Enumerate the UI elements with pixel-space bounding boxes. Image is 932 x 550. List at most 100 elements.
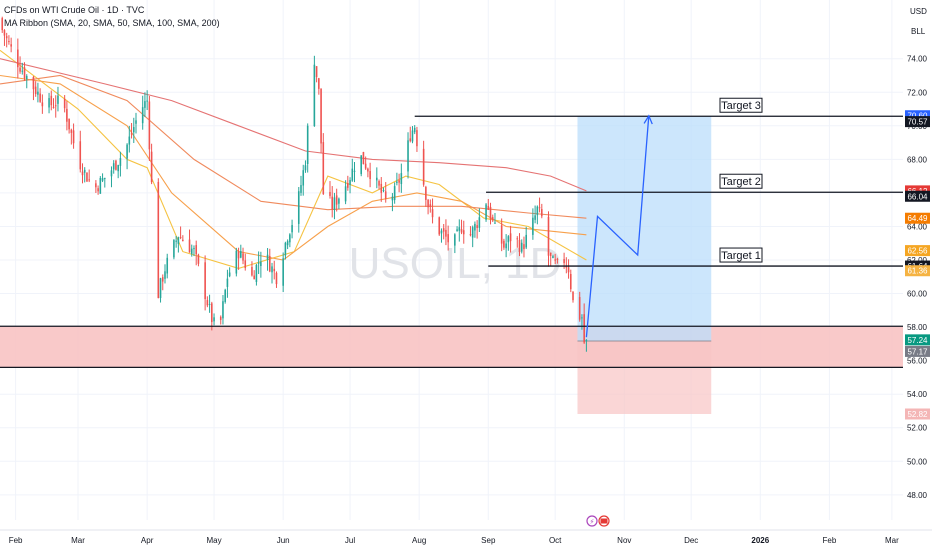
horizontal-lines[interactable]: Target 3 Target 2 Target 1 xyxy=(0,97,903,369)
price-label-bg xyxy=(905,245,930,257)
candle-body xyxy=(476,225,478,228)
candle-body xyxy=(318,78,320,89)
ma-line xyxy=(0,49,587,269)
candle-body xyxy=(289,234,291,243)
candle-body xyxy=(211,303,213,323)
ma-line xyxy=(0,74,587,219)
candle-body xyxy=(367,168,369,172)
candle-body xyxy=(442,228,445,232)
candle-body xyxy=(115,160,117,170)
candle-body xyxy=(271,266,273,273)
price-label-bg xyxy=(905,110,930,122)
candle-body xyxy=(322,142,325,194)
candle-body xyxy=(458,227,461,231)
candle-body xyxy=(166,257,169,274)
candle-body xyxy=(50,95,53,106)
candle-body xyxy=(536,206,539,216)
price-label: 52.82 xyxy=(907,410,928,419)
unit-label[interactable]: BLL xyxy=(911,27,926,36)
candle-body xyxy=(538,207,541,209)
candle-body xyxy=(411,130,414,142)
price-label: 62.56 xyxy=(907,247,928,256)
candle-body xyxy=(306,125,309,164)
candle-body xyxy=(331,196,334,210)
candle-body xyxy=(520,242,523,252)
candle-body xyxy=(485,204,487,220)
lightning-glyph: ⚡ xyxy=(590,518,595,526)
currency-label[interactable]: USD xyxy=(910,7,927,16)
candle-body xyxy=(329,191,331,196)
price-label-bg xyxy=(905,190,930,202)
candle-body xyxy=(23,67,26,79)
candle-body xyxy=(173,240,175,258)
price-label: 61.36 xyxy=(907,267,928,276)
y-tick-label: 48.00 xyxy=(907,491,928,500)
candle-body xyxy=(206,300,209,306)
candle-body xyxy=(83,169,86,173)
candle-body xyxy=(255,264,258,282)
y-tick-label: 72.00 xyxy=(907,88,928,97)
price-label-bg xyxy=(905,265,930,277)
ma-line xyxy=(0,58,587,192)
x-tick-label: Mar xyxy=(71,536,85,545)
y-tick-label: 56.00 xyxy=(907,357,928,366)
candle-body xyxy=(282,258,284,286)
x-tick-label: 2026 xyxy=(751,536,769,545)
candles xyxy=(1,16,588,352)
y-tick-label: 58.00 xyxy=(907,323,928,332)
price-axis[interactable]: 48.00 50.00 52.00 54.00 56.00 58.00 60.00 62.00… xyxy=(903,0,932,550)
event-icons[interactable]: ⚡ xyxy=(586,515,610,527)
candle-body xyxy=(68,118,70,130)
candle-body xyxy=(509,233,512,242)
candle-body xyxy=(39,93,41,102)
lightning-icon[interactable] xyxy=(586,515,598,527)
x-tick-label: Jul xyxy=(345,536,355,545)
candle-body xyxy=(275,272,278,285)
price-label: 70.57 xyxy=(907,118,928,127)
candle-body xyxy=(54,105,57,107)
x-tick-label: Jun xyxy=(277,536,290,545)
candle-body xyxy=(413,127,416,133)
support-zone xyxy=(0,326,903,368)
candle-body xyxy=(95,183,97,188)
flag-stripes xyxy=(600,518,608,524)
candle-body xyxy=(157,181,160,299)
candle-body xyxy=(438,217,441,235)
x-tick-label: Oct xyxy=(549,536,562,545)
target-label: Target 1 xyxy=(721,250,761,262)
candle-body xyxy=(353,170,356,172)
candle-body xyxy=(425,186,427,200)
projection-path[interactable] xyxy=(585,114,653,338)
candle-body xyxy=(101,178,104,181)
candle-body xyxy=(532,217,534,235)
candle-body xyxy=(503,240,505,248)
candle-body xyxy=(135,120,137,124)
target-label: Target 2 xyxy=(721,176,761,188)
candle-body xyxy=(17,49,19,68)
candle-body xyxy=(445,229,447,237)
candle-body xyxy=(141,107,144,124)
candle-body xyxy=(88,179,90,181)
candle-body xyxy=(208,303,211,305)
x-tick-label: Nov xyxy=(617,536,631,545)
candle-body xyxy=(237,251,240,259)
candle-body xyxy=(505,243,507,249)
candle-body xyxy=(235,250,238,274)
price-label-bg xyxy=(905,345,930,357)
candle-body xyxy=(525,234,527,248)
symbol-title[interactable]: CFDs on WTI Crude Oil · 1D · TVC xyxy=(4,5,145,15)
time-axis[interactable]: Feb Mar Apr May Jun Jul Aug Sep Oct Nov Dec 2026 Feb… xyxy=(0,529,932,545)
x-tick-label: Dec xyxy=(684,536,698,545)
candle-body xyxy=(204,262,206,300)
long-profit-zone xyxy=(577,116,712,342)
candle-body xyxy=(268,256,271,272)
candle-body xyxy=(1,18,4,31)
candle-body xyxy=(585,339,588,342)
target-label-box xyxy=(719,97,763,113)
indicator-title[interactable]: MA Ribbon (SMA, 20, SMA, 50, SMA, 100, S… xyxy=(4,18,220,28)
candle-body xyxy=(567,267,570,273)
candle-body xyxy=(253,275,255,280)
y-tick-label: 60.00 xyxy=(907,290,928,299)
candle-body xyxy=(228,272,231,277)
